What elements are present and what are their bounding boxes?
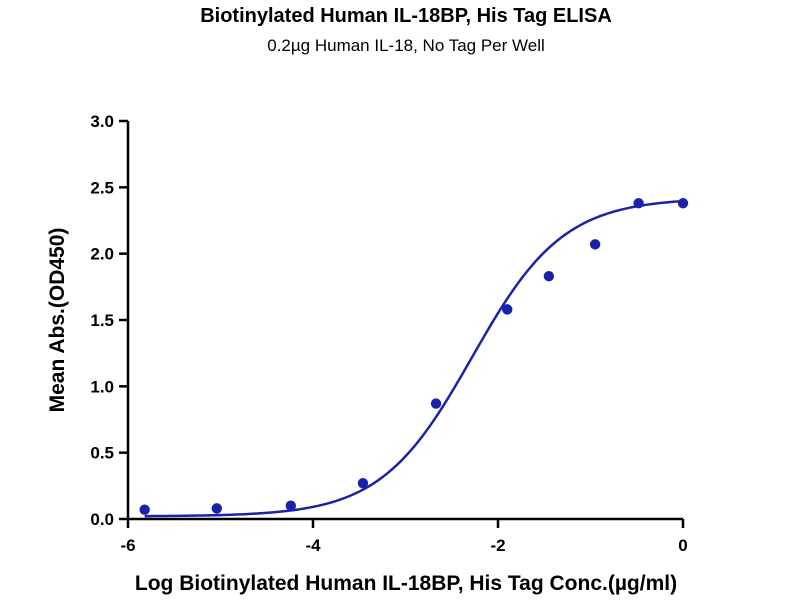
y-tick-label: 3.0 — [90, 112, 114, 131]
x-ticks: -6 -4 -2 0 — [120, 519, 688, 555]
data-point — [357, 477, 369, 489]
data-point — [589, 239, 601, 250]
chart-title: Biotinylated Human IL-18BP, His Tag ELIS… — [200, 5, 612, 27]
y-axis-label: Mean Abs.(OD450) — [46, 228, 69, 413]
data-point — [502, 304, 513, 315]
data-point — [211, 503, 222, 514]
y-ticks: 0.0 0.5 1.0 1.5 2.0 2.5 3.0 — [90, 112, 128, 529]
y-tick-label: 2.5 — [90, 178, 114, 197]
data-point — [139, 504, 150, 515]
y-tick-label: 2.0 — [90, 245, 114, 264]
x-tick-label: -2 — [490, 536, 505, 555]
x-tick-label: -6 — [120, 536, 135, 555]
data-point — [677, 198, 689, 209]
y-tick-label: 0.0 — [90, 510, 114, 529]
chart-subtitle: 0.2µg Human IL-18, No Tag Per Well — [267, 36, 545, 55]
x-tick-label: -4 — [305, 536, 321, 555]
y-tick-label: 0.5 — [90, 444, 114, 463]
x-tick-label: 0 — [678, 536, 687, 555]
data-point — [543, 271, 555, 282]
data-points — [139, 198, 689, 515]
data-point — [285, 500, 296, 511]
axes — [126, 121, 683, 521]
y-tick-label: 1.0 — [90, 377, 114, 396]
data-point — [430, 398, 442, 409]
fit-curve — [144, 199, 684, 518]
x-axis-label: Log Biotinylated Human IL-18BP, His Tag … — [135, 572, 677, 595]
y-tick-label: 1.5 — [90, 311, 114, 330]
data-point — [633, 198, 644, 209]
